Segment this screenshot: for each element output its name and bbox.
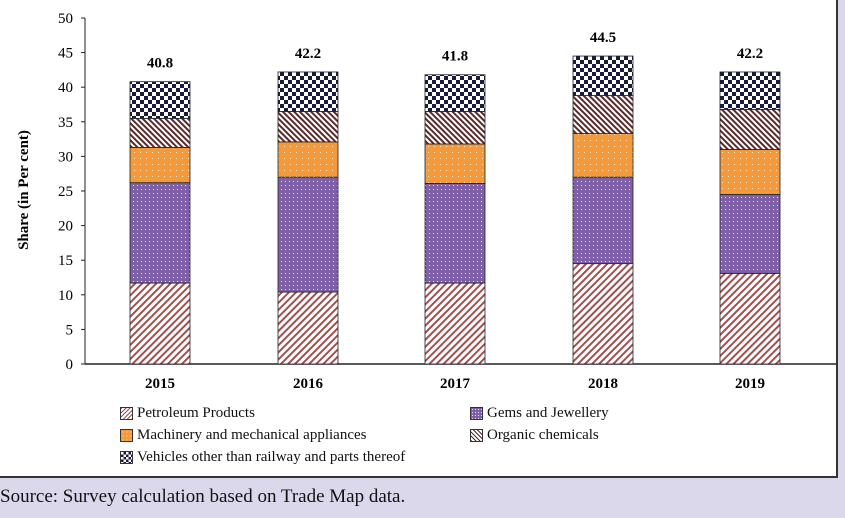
petroleum-swatch-icon (120, 407, 133, 420)
y-tick-label: 35 (58, 115, 73, 131)
legend-label: Gems and Jewellery (487, 405, 609, 421)
y-tick-label: 50 (58, 11, 73, 27)
bar-segment-2019-0 (719, 272, 781, 365)
bar-segment-2016-0 (277, 291, 339, 365)
bar-segment-2018-3 (572, 95, 634, 134)
bar-segment-2019-3 (719, 108, 781, 150)
legend-label: Vehicles other than railway and parts th… (137, 449, 406, 465)
bar-segment-2017-0 (424, 282, 486, 365)
bar-segment-2016-1 (277, 176, 339, 293)
legend-label: Organic chemicals (487, 427, 599, 443)
bar-segment-2015-1 (129, 182, 191, 284)
total-label: 44.5 (590, 30, 616, 46)
machinery-swatch-icon (120, 429, 133, 442)
x-tick-label: 2016 (293, 376, 324, 392)
legend-label: Machinery and mechanical appliances (137, 427, 367, 443)
bar-segment-2017-2 (424, 143, 486, 184)
bar-segment-2015-4 (129, 81, 191, 119)
source-note: Source: Survey calculation based on Trad… (0, 486, 406, 507)
y-tick-label: 5 (66, 322, 74, 338)
legend-item-gems: Gems and Jewellery (470, 405, 609, 422)
bar-segment-2016-3 (277, 111, 339, 143)
gems-swatch-icon (470, 407, 483, 420)
y-tick-label: 15 (58, 253, 73, 269)
x-tick-label: 2019 (735, 376, 765, 392)
y-axis-label: Share (in Per cent) (16, 130, 32, 250)
bar-segment-2018-0 (572, 263, 634, 365)
legend-label: Petroleum Products (137, 405, 255, 421)
bar-segment-2017-3 (424, 111, 486, 145)
bar-segment-2015-0 (129, 282, 191, 365)
total-label: 42.2 (737, 46, 763, 62)
y-tick-label: 30 (58, 149, 73, 165)
y-tick-label: 40 (58, 80, 73, 96)
legend-item-vehicles: Vehicles other than railway and parts th… (120, 449, 405, 466)
bar-segment-2015-3 (129, 117, 191, 148)
y-tick-label: 25 (58, 184, 73, 200)
total-label: 41.8 (442, 49, 468, 65)
x-tick-label: 2015 (145, 376, 175, 392)
bar-segment-2019-4 (719, 71, 781, 110)
y-tick-label: 10 (58, 288, 73, 304)
x-tick-label: 2018 (588, 376, 618, 392)
bar-segment-2018-1 (572, 176, 634, 265)
total-label: 40.8 (147, 56, 173, 72)
vehicles-swatch-icon (120, 451, 133, 464)
bar-segment-2016-2 (277, 141, 339, 178)
total-label: 42.2 (295, 46, 321, 62)
legend-item-machinery: Machinery and mechanical appliances (120, 427, 366, 444)
organic-swatch-icon (470, 429, 483, 442)
bar-segment-2018-4 (572, 55, 634, 96)
bar-segment-2016-4 (277, 71, 339, 112)
bar-segment-2019-2 (719, 149, 781, 195)
bar-segment-2017-1 (424, 182, 486, 284)
y-tick-label: 20 (58, 219, 73, 235)
x-tick-label: 2017 (440, 376, 471, 392)
bar-segment-2018-2 (572, 133, 634, 178)
stacked-bar-chart: 0 5 10 15 20 25 30 35 40 45 50 40.8 2015 42.2 2016 41.… (16, 11, 836, 392)
bar-segment-2019-1 (719, 194, 781, 274)
bar-segment-2017-4 (424, 74, 486, 112)
bar-segment-2015-2 (129, 147, 191, 184)
y-tick-label: 45 (58, 46, 73, 62)
legend-item-organic: Organic chemicals (470, 427, 599, 444)
y-tick-label: 0 (66, 357, 74, 373)
legend-item-petroleum: Petroleum Products (120, 405, 255, 422)
